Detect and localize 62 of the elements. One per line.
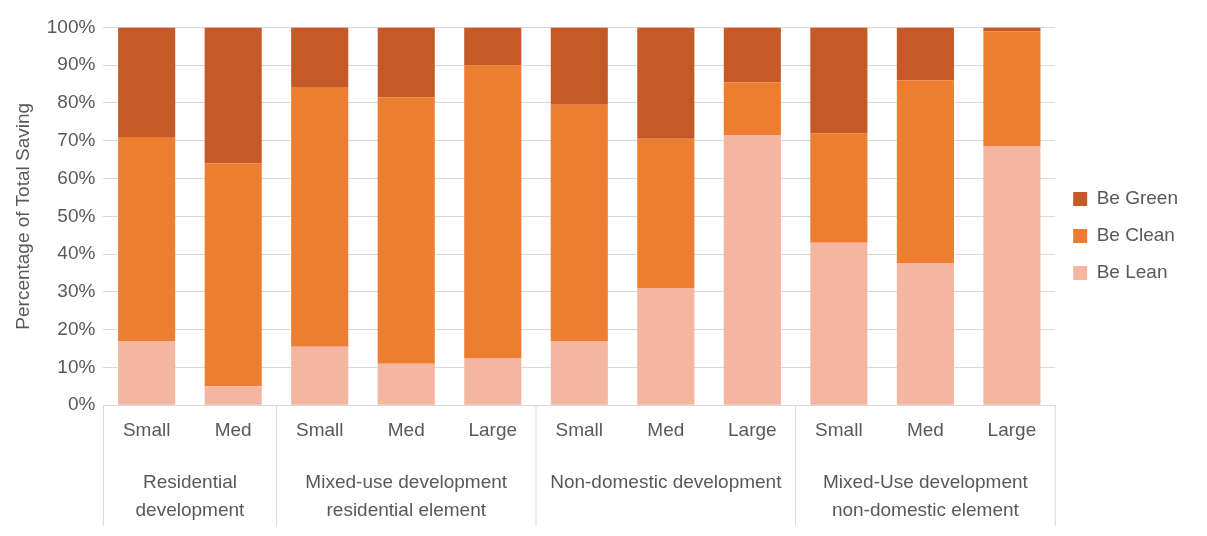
bar	[118, 136, 176, 341]
bar	[464, 27, 522, 66]
bar	[723, 82, 781, 136]
y-tick-label: 40%	[57, 242, 96, 264]
bar	[204, 27, 262, 164]
bar	[291, 27, 349, 88]
x-tick-label: Small	[295, 418, 344, 440]
y-tick-label: 80%	[57, 91, 96, 113]
bar	[204, 386, 262, 405]
x-tick-label: Med	[214, 418, 252, 440]
x-tick-label: Small	[122, 418, 171, 440]
legend-label: Be Lean	[1096, 261, 1168, 283]
bar	[377, 27, 435, 98]
bar	[204, 163, 262, 387]
y-tick-label: 10%	[57, 355, 96, 377]
bar	[810, 27, 868, 134]
text: Mixed-use development residential element	[305, 471, 508, 521]
x-tick-label: Med	[387, 418, 425, 440]
x-tick-label: Large	[468, 418, 518, 440]
x-tick-label: Small	[555, 418, 604, 440]
bar	[464, 357, 522, 405]
bar	[291, 87, 349, 347]
legend-label: Be Green	[1096, 187, 1178, 209]
bar	[118, 340, 176, 405]
text: Residential development	[135, 471, 246, 521]
legend-label: Be Clean	[1096, 224, 1175, 246]
bar	[377, 97, 435, 364]
x-tick-label: Large	[728, 418, 777, 440]
text: Non-domestic development	[550, 471, 783, 493]
y-tick-label: 60%	[57, 166, 96, 188]
y-tick-label: 20%	[57, 317, 96, 339]
bar	[637, 138, 695, 289]
y-tick-label: 90%	[57, 53, 96, 75]
bar	[723, 27, 781, 83]
y-tick-label: 30%	[57, 280, 96, 302]
bar	[896, 27, 954, 81]
bar	[377, 363, 435, 405]
bar	[810, 242, 868, 405]
bar	[464, 65, 522, 358]
bar	[896, 263, 954, 405]
y-tick-label: 0%	[67, 393, 96, 415]
x-tick-label: Med	[647, 418, 685, 440]
x-tick-label: Med	[906, 418, 944, 440]
y-tick-label: 50%	[57, 204, 96, 226]
bar	[637, 288, 695, 405]
bar	[550, 104, 608, 341]
x-tick-label: Small	[815, 418, 863, 440]
bar	[291, 346, 349, 405]
bar	[118, 27, 176, 137]
y-tick-label: 70%	[57, 128, 96, 150]
bar	[896, 80, 954, 264]
bar	[723, 135, 781, 405]
bar	[810, 133, 868, 243]
y-axis-title: Percentage of Total Saving	[11, 102, 33, 330]
bar	[983, 146, 1041, 405]
x-tick-label: Large	[987, 418, 1037, 440]
bar	[637, 27, 695, 139]
y-tick-label: 100%	[46, 15, 96, 37]
text: Mixed-Use development non-domestic element	[822, 471, 1029, 521]
bar	[550, 27, 608, 105]
bar	[983, 31, 1041, 147]
bar	[550, 340, 608, 405]
